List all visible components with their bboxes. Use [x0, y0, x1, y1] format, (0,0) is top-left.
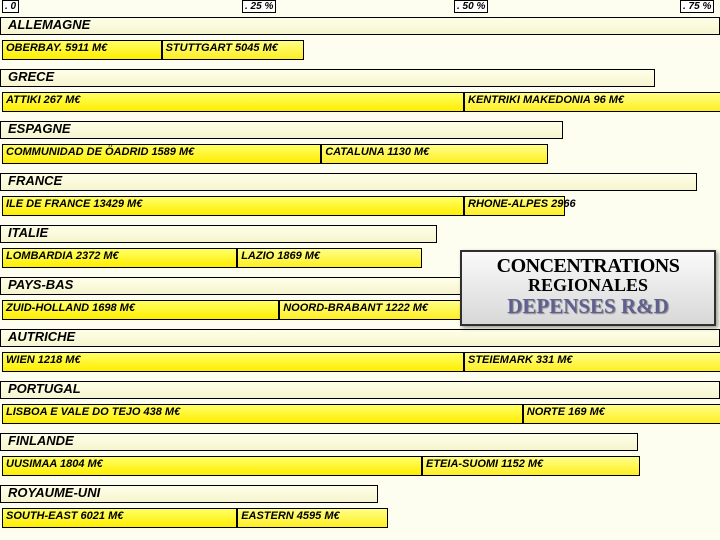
country-bar	[0, 381, 720, 399]
region-label: NOORD-BRABANT 1222 M€	[283, 302, 428, 314]
country-label: FRANCE	[8, 173, 62, 188]
country-label: ITALIE	[8, 225, 48, 240]
country-label: PORTUGAL	[8, 381, 81, 396]
axis-tick-75: . 75 %	[680, 0, 714, 13]
region-band: ILE DE FRANCE 13429 M€ RHONE-ALPES 2966	[0, 193, 720, 219]
country-band: ROYAUME-UNI	[0, 483, 720, 505]
axis-tick-50: . 50 %	[454, 0, 488, 13]
country-band: AUTRICHE	[0, 327, 720, 349]
country-bar	[0, 433, 638, 451]
country-label: ESPAGNE	[8, 121, 71, 136]
axis-tick-25: . 25 %	[242, 0, 276, 13]
region-label: ILE DE FRANCE 13429 M€	[6, 198, 142, 210]
region-label: STEIEMARK 331 M€	[468, 354, 573, 366]
region-label: EASTERN 4595 M€	[241, 510, 339, 522]
chart-root: . 0 . 25 % . 50 % . 75 % ALLEMAGNE OBERBA…	[0, 0, 720, 540]
region-label: SOUTH-EAST 6021 M€	[6, 510, 123, 522]
country-label: FINLANDE	[8, 433, 74, 448]
country-bar	[0, 121, 563, 139]
region-label: WIEN 1218 M€	[6, 354, 81, 366]
region-band: ATTIKI 267 M€ KENTRIKI MAKEDONIA 96 M€	[0, 89, 720, 115]
country-band: FRANCE	[0, 171, 720, 193]
region-label: RHONE-ALPES 2966	[468, 198, 576, 210]
country-label: GRECE	[8, 69, 54, 84]
region-band: UUSIMAA 1804 M€ ETEIA-SUOMI 1152 M€	[0, 453, 720, 479]
region-label: UUSIMAA 1804 M€	[6, 458, 103, 470]
country-band: PORTUGAL	[0, 379, 720, 401]
region-label: STUTTGART 5045 M€	[166, 42, 278, 54]
region-label: OBERBAY. 5911 M€	[6, 42, 107, 54]
country-label: AUTRICHE	[8, 329, 75, 344]
country-band: FINLANDE	[0, 431, 720, 453]
title-line-3: DEPENSES R&D	[462, 294, 714, 319]
region-band: WIEN 1218 M€ STEIEMARK 331 M€	[0, 349, 720, 375]
region-label: CATALUNA 1130 M€	[325, 146, 429, 158]
region-label: ATTIKI 267 M€	[6, 94, 80, 106]
region-label: KENTRIKI MAKEDONIA 96 M€	[468, 94, 624, 106]
country-bar	[0, 69, 655, 87]
region-label: COMMUNIDAD DE ÖADRID 1589 M€	[6, 146, 194, 158]
country-label: ALLEMAGNE	[8, 17, 90, 32]
country-bar	[0, 225, 437, 243]
country-bar	[0, 17, 720, 35]
axis-tick-0: . 0	[2, 0, 19, 13]
country-band: ESPAGNE	[0, 119, 720, 141]
country-label: ROYAUME-UNI	[8, 485, 100, 500]
country-bar	[0, 173, 697, 191]
country-band: GRECE	[0, 67, 720, 89]
region-label: LOMBARDIA 2372 M€	[6, 250, 119, 262]
country-bar	[0, 329, 720, 347]
region-label: ETEIA-SUOMI 1152 M€	[426, 458, 543, 470]
region-band: COMMUNIDAD DE ÖADRID 1589 M€ CATALUNA 113…	[0, 141, 720, 167]
region-label: LAZIO 1869 M€	[241, 250, 320, 262]
region-label: ZUID-HOLLAND 1698 M€	[6, 302, 135, 314]
country-label: PAYS-BAS	[8, 277, 73, 292]
region-band: LISBOA E VALE DO TEJO 438 M€ NORTE 169 M€	[0, 401, 720, 427]
title-box: CONCENTRATIONS REGIONALES DEPENSES R&D	[460, 250, 716, 326]
region-band: SOUTH-EAST 6021 M€ EASTERN 4595 M€	[0, 505, 720, 531]
title-line-2: REGIONALES	[462, 275, 714, 296]
country-band: ITALIE	[0, 223, 720, 245]
region-label: LISBOA E VALE DO TEJO 438 M€	[6, 406, 180, 418]
region-band: OBERBAY. 5911 M€ STUTTGART 5045 M€	[0, 37, 720, 63]
country-band: ALLEMAGNE	[0, 15, 720, 37]
region-label: NORTE 169 M€	[527, 406, 605, 418]
